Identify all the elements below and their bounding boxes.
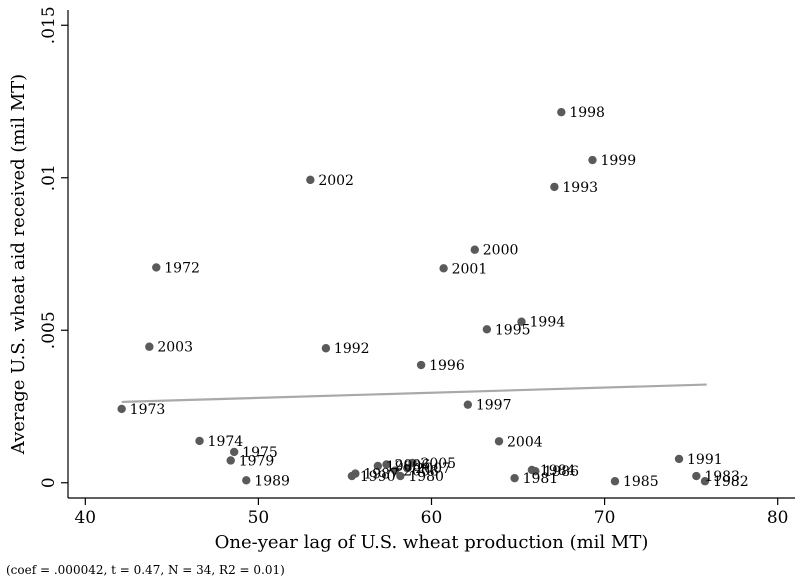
data-point-2008	[390, 466, 400, 475]
point-label-1973: 1973	[130, 402, 166, 418]
data-point-2000	[470, 245, 479, 254]
data-point-1983	[692, 471, 701, 481]
data-point-1979	[226, 456, 235, 465]
data-point-1985	[610, 477, 620, 486]
point-label-1997: 1997	[476, 398, 512, 414]
x-tick-label: 60	[421, 508, 443, 528]
point-label-1972: 1972	[164, 260, 200, 276]
point-label-1975: 1975	[242, 445, 278, 461]
data-point-1988	[373, 461, 383, 471]
fit-line-group	[121, 383, 707, 404]
point-label-2000: 2000	[483, 243, 519, 259]
data-point-1973	[117, 404, 126, 414]
data-point-2007	[403, 463, 412, 473]
point-label-1974: 1974	[208, 434, 244, 450]
data-point-2001	[439, 264, 448, 273]
data-point-1987	[351, 469, 360, 478]
data-point-1974	[195, 436, 204, 446]
point-label-1992: 1992	[334, 341, 370, 357]
data-point-1980	[396, 471, 405, 481]
point-label-2007: 2007	[415, 461, 451, 477]
point-label-1980: 1980	[408, 469, 444, 485]
x-tick-label: 50	[248, 508, 270, 528]
point-label-2003: 2003	[157, 340, 193, 356]
point-label-1994: 1994	[530, 315, 566, 331]
point-label-2006: 2006	[394, 457, 430, 473]
y-tick-label: .015	[39, 6, 59, 44]
point-label-1983: 1983	[704, 469, 740, 485]
point-label-1986: 1986	[543, 464, 579, 480]
point-label-1987: 1987	[363, 467, 399, 483]
data-point-1982	[700, 477, 710, 486]
data-point-1994	[517, 317, 526, 326]
x-tick-label: 40	[74, 508, 96, 528]
point-label-1989: 1989	[254, 473, 290, 489]
point-label-1995: 1995	[495, 322, 531, 338]
fit-line	[121, 383, 707, 404]
point-label-1999: 1999	[600, 153, 636, 169]
data-point-1995	[482, 325, 492, 334]
data-point-1999	[588, 155, 597, 165]
data-point-2005	[408, 458, 417, 468]
data-point-2004	[494, 437, 504, 446]
data-point-1986	[531, 466, 540, 476]
point-label-2001: 2001	[452, 261, 488, 277]
point-label-1990: 1990	[360, 469, 396, 485]
data-point-1975	[229, 447, 239, 457]
point-label-1996: 1996	[429, 358, 465, 374]
point-label-1979: 1979	[239, 453, 275, 469]
data-point-1997	[463, 400, 473, 409]
point-label-2008: 2008	[403, 464, 439, 480]
point-label-1982: 1982	[713, 474, 749, 490]
point-label-1988: 1988	[386, 459, 422, 475]
point-label-2004: 2004	[507, 434, 543, 450]
data-point-2003	[145, 342, 154, 351]
point-label-1984: 1984	[540, 463, 576, 479]
point-label-1981: 1981	[523, 471, 559, 487]
x-tick-label: 80	[767, 508, 789, 528]
point-label-2002: 2002	[318, 173, 354, 189]
x-axis-title: One-year lag of U.S. wheat production (m…	[215, 532, 649, 553]
data-point-1993	[550, 182, 559, 192]
point-label-1991: 1991	[687, 452, 723, 468]
data-point-2002	[306, 175, 315, 185]
y-tick-label: .005	[39, 311, 59, 349]
point-label-1998: 1998	[569, 105, 605, 121]
data-point-1996	[416, 360, 426, 370]
data-point-1989	[242, 476, 251, 485]
data-point-1998	[557, 107, 566, 117]
y-axis-title: Average U.S. wheat aid received (mil MT)	[8, 74, 29, 455]
data-point-1991	[674, 454, 684, 464]
points-group	[117, 107, 710, 486]
data-point-2006	[382, 460, 391, 469]
point-label-2005: 2005	[420, 456, 456, 472]
y-tick-label: 0	[39, 477, 59, 488]
x-tick-label: 70	[594, 508, 616, 528]
regression-note: (coef = .000042, t = 0.47, N = 34, R2 = …	[6, 563, 285, 577]
data-point-1981	[510, 473, 519, 483]
data-point-1972	[152, 263, 161, 272]
point-label-1993: 1993	[562, 180, 598, 196]
point-label-1985: 1985	[623, 474, 659, 490]
data-point-1992	[321, 344, 331, 353]
axes: 40 50 60 70 80 0 .005 .01 .015	[39, 6, 795, 528]
y-tick-label: .01	[39, 164, 59, 191]
